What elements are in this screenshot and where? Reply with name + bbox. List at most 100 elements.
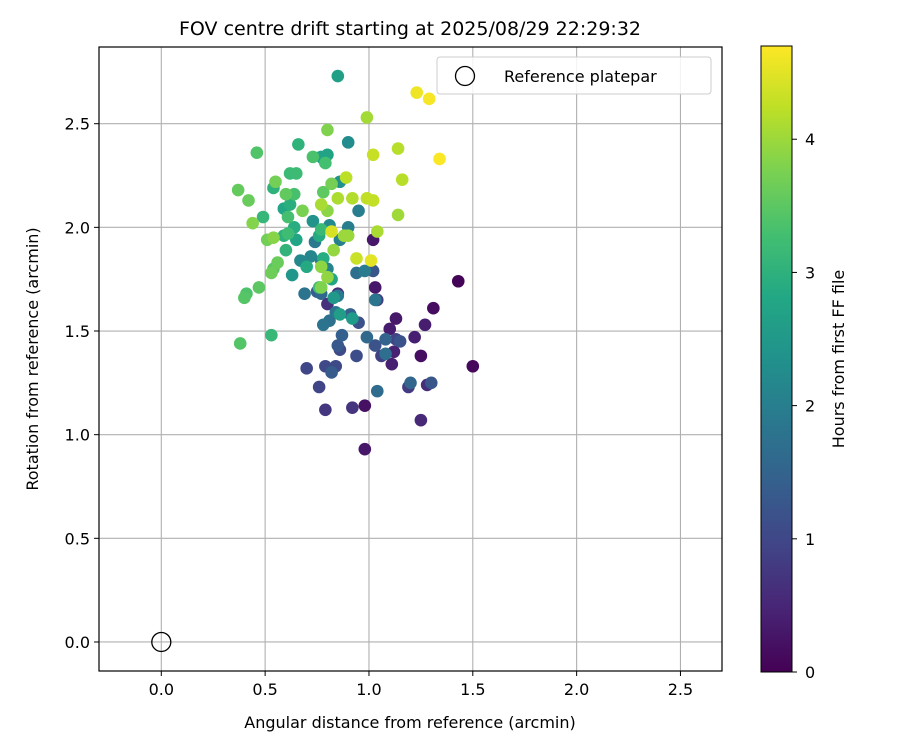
legend-marker-reference <box>454 65 476 87</box>
data-point <box>306 214 320 228</box>
data-point <box>314 281 328 294</box>
data-point <box>292 138 305 151</box>
data-point <box>316 318 330 332</box>
data-point <box>466 359 480 373</box>
data-point <box>391 142 405 155</box>
data-point <box>410 86 424 99</box>
colorbar-tick-label: 1 <box>805 530 815 549</box>
data-point <box>233 337 247 350</box>
data-point <box>314 260 328 274</box>
data-point <box>289 167 303 180</box>
colorbar: 0 1 2 3 4 Hours from first FF file <box>760 45 848 682</box>
y-tick-label: 2.5 <box>65 115 90 134</box>
data-point <box>331 69 345 83</box>
data-point <box>296 204 309 218</box>
data-point <box>358 264 372 278</box>
data-point <box>350 349 363 363</box>
colorbar-ticks: 0 1 2 3 4 <box>792 130 815 682</box>
data-point <box>379 347 392 361</box>
reference-point-marker <box>151 631 172 653</box>
y-tick-label: 1.5 <box>65 322 90 341</box>
data-point <box>285 268 299 282</box>
data-point <box>298 287 311 300</box>
data-point <box>314 198 328 211</box>
data-point <box>304 250 318 263</box>
data-point <box>321 123 334 137</box>
data-point <box>256 210 270 224</box>
data-point <box>327 291 340 305</box>
data-point <box>279 187 293 201</box>
data-point <box>360 111 374 124</box>
data-point <box>418 318 432 332</box>
data-point <box>422 92 436 106</box>
data-point <box>325 225 338 238</box>
y-tick-label: 0.0 <box>65 633 90 652</box>
data-point <box>404 376 417 390</box>
data-point <box>360 330 374 344</box>
data-point <box>389 312 403 325</box>
colorbar-tick-label: 4 <box>805 130 815 149</box>
chart-title: FOV centre drift starting at 2025/08/29 … <box>179 18 641 40</box>
data-point <box>269 175 282 189</box>
y-axis-ticks: 0.0 0.5 1.0 1.5 2.0 2.5 <box>65 115 99 652</box>
data-point <box>395 173 409 186</box>
data-point <box>391 208 405 222</box>
data-point <box>325 177 338 191</box>
data-point <box>306 150 320 164</box>
data-point <box>250 146 264 160</box>
data-point <box>337 229 351 242</box>
x-tick-label: 2.5 <box>668 680 693 699</box>
x-tick-label: 2.0 <box>564 680 589 699</box>
x-tick-label: 0.0 <box>149 680 174 699</box>
data-point <box>335 328 349 342</box>
data-point <box>314 223 328 236</box>
data-point <box>300 362 313 375</box>
data-point <box>366 194 380 207</box>
data-point <box>319 156 332 170</box>
x-axis-label: Angular distance from reference (arcmin) <box>244 713 575 732</box>
data-point <box>368 281 382 294</box>
data-point <box>346 401 359 415</box>
x-axis-ticks: 0.0 0.5 1.0 1.5 2.0 2.5 <box>149 671 693 699</box>
data-point <box>231 183 245 197</box>
data-point <box>339 171 353 184</box>
data-point <box>379 333 392 346</box>
colorbar-label: Hours from first FF file <box>829 270 848 449</box>
data-point <box>281 227 295 240</box>
data-point <box>414 349 428 363</box>
data-point <box>358 399 372 412</box>
data-point <box>271 256 284 269</box>
data-point <box>346 312 359 325</box>
y-axis-label: Rotation from reference (arcmin) <box>23 227 42 490</box>
data-point <box>242 194 255 207</box>
legend: Reference platepar <box>436 56 712 95</box>
data-point <box>327 243 340 257</box>
colorbar-gradient <box>760 45 793 673</box>
data-point <box>325 366 338 379</box>
data-point <box>341 136 355 149</box>
data-point <box>368 293 382 307</box>
data-point <box>366 148 380 162</box>
data-point <box>414 413 428 427</box>
data-point <box>279 243 293 257</box>
data-point <box>331 192 345 205</box>
data-point <box>427 301 440 315</box>
data-point <box>346 192 359 205</box>
data-point <box>281 210 295 224</box>
y-tick-label: 1.0 <box>65 426 90 445</box>
data-point <box>385 357 399 371</box>
colorbar-tick-label: 0 <box>805 663 815 682</box>
data-point <box>393 335 407 348</box>
x-tick-label: 1.5 <box>460 680 485 699</box>
data-point <box>265 328 278 342</box>
data-point <box>238 291 251 305</box>
data-point <box>312 380 326 394</box>
data-point <box>321 270 334 284</box>
colorbar-tick-label: 2 <box>805 397 815 416</box>
data-point <box>333 308 347 321</box>
data-point <box>265 266 278 280</box>
data-point <box>383 322 397 336</box>
legend-box <box>436 56 712 95</box>
data-point <box>364 254 378 267</box>
data-point <box>267 231 280 245</box>
